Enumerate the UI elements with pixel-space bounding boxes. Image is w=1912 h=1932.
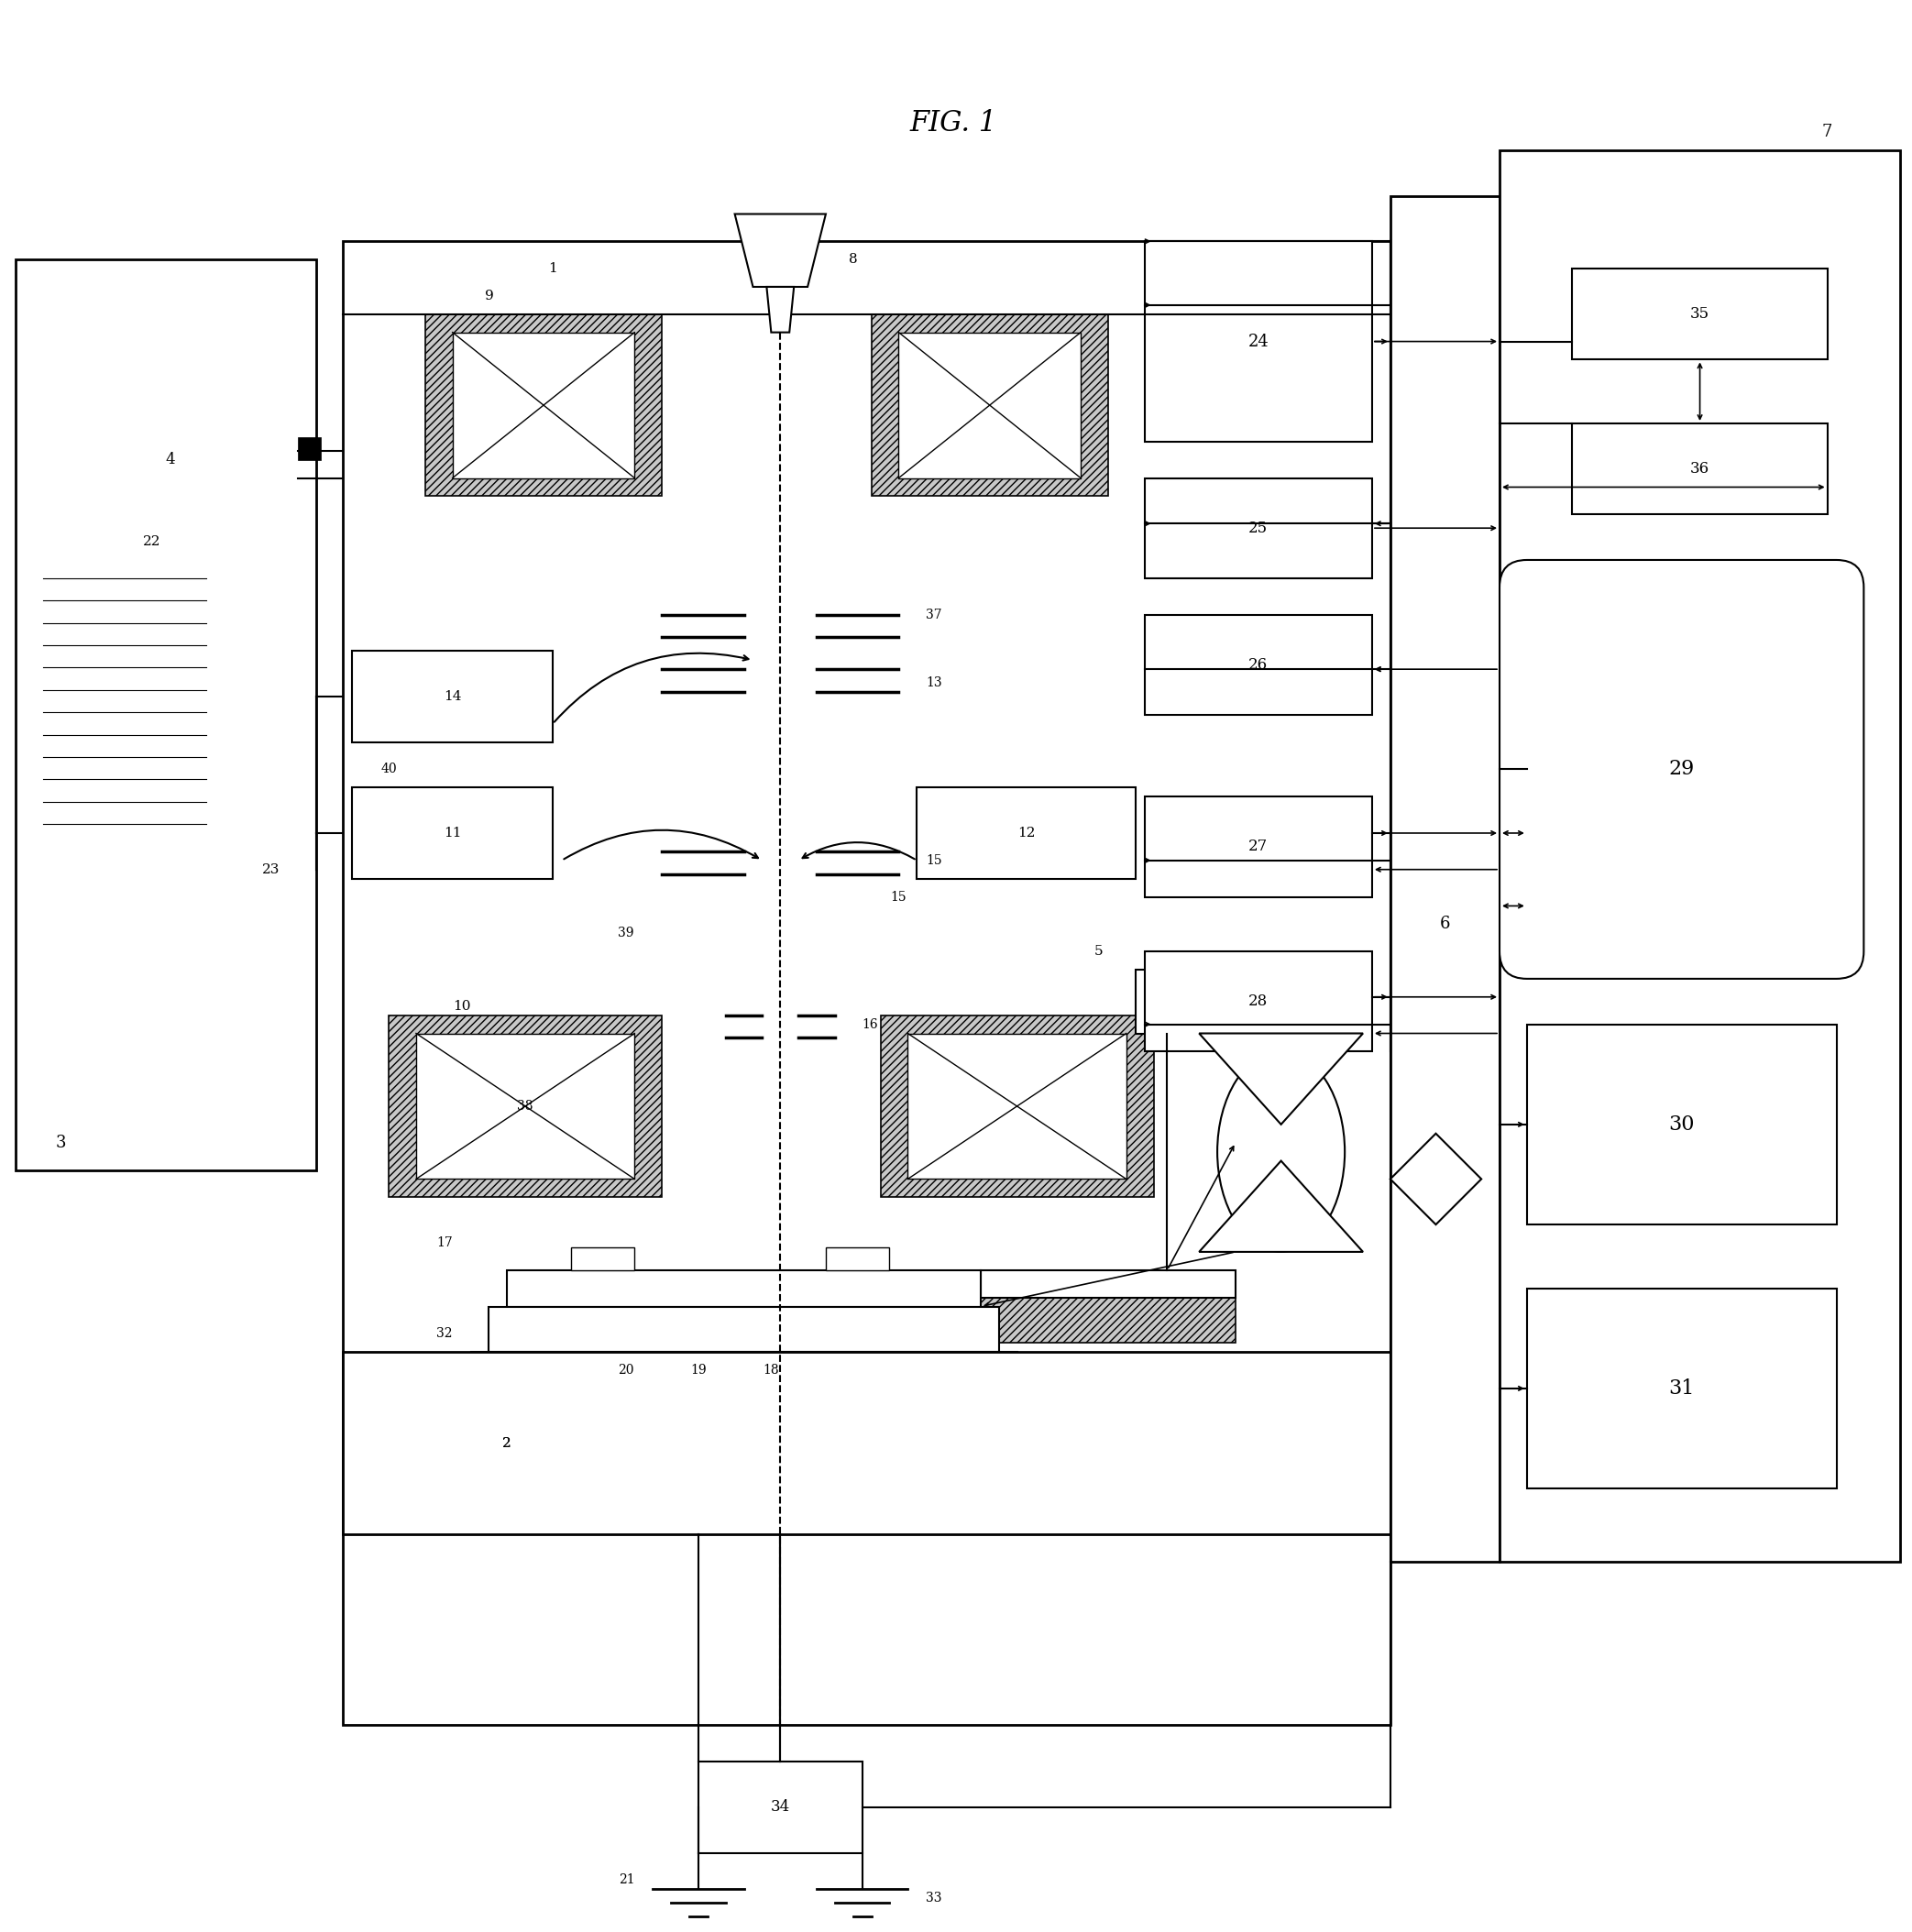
Bar	[71, 906, 289, 1051]
Bar	[1390, 195, 1499, 1561]
Text: 33: 33	[925, 1891, 943, 1905]
Bar	[1145, 614, 1373, 715]
Ellipse shape	[1218, 1051, 1344, 1252]
Text: 37: 37	[925, 609, 943, 620]
Text: 31: 31	[1669, 1378, 1694, 1399]
Bar	[981, 1298, 1235, 1343]
Bar	[899, 332, 1080, 477]
Polygon shape	[1390, 1134, 1482, 1225]
Text: 35: 35	[1690, 307, 1709, 323]
Bar	[981, 1269, 1235, 1298]
Text: 2: 2	[503, 1437, 512, 1449]
Text: 12: 12	[1017, 827, 1034, 840]
Bar	[826, 1248, 889, 1269]
Bar	[1145, 951, 1373, 1051]
Bar	[1528, 1289, 1836, 1488]
Text: 23: 23	[262, 864, 279, 875]
Bar	[424, 315, 662, 497]
Text: 1: 1	[549, 263, 556, 274]
Bar	[872, 315, 1109, 497]
Text: 27: 27	[1249, 838, 1268, 854]
Text: 5: 5	[1094, 945, 1103, 958]
Text: 18: 18	[763, 1364, 780, 1378]
Polygon shape	[1199, 1034, 1363, 1124]
Bar	[880, 1014, 1153, 1198]
Bar	[918, 788, 1136, 879]
Bar	[352, 651, 553, 742]
Bar	[507, 1269, 981, 1306]
Text: 21: 21	[618, 1874, 635, 1886]
Text: 11: 11	[444, 827, 461, 840]
Text: 17: 17	[436, 1236, 453, 1250]
Text: 34: 34	[771, 1799, 790, 1814]
Text: 16: 16	[862, 1018, 878, 1030]
FancyBboxPatch shape	[1499, 560, 1864, 980]
Text: 38: 38	[518, 1099, 533, 1113]
Text: 7: 7	[1822, 124, 1832, 141]
Bar	[15, 259, 315, 1171]
Text: 29: 29	[1669, 759, 1694, 779]
Bar	[1528, 1024, 1836, 1225]
Text: 40: 40	[380, 763, 398, 777]
Bar	[1499, 151, 1901, 1561]
Bar	[352, 788, 553, 879]
Text: 6: 6	[1440, 916, 1449, 933]
Polygon shape	[1199, 1161, 1363, 1252]
Text: 3: 3	[55, 1134, 67, 1151]
Polygon shape	[734, 214, 826, 286]
Bar	[344, 1352, 1390, 1534]
Polygon shape	[767, 286, 793, 332]
Bar	[42, 560, 206, 833]
Text: FIG. 1: FIG. 1	[910, 108, 996, 137]
Bar	[1145, 477, 1373, 578]
Text: 4: 4	[164, 452, 176, 468]
Bar	[1136, 970, 1199, 1034]
Bar	[42, 879, 315, 1078]
Bar	[344, 242, 1390, 1725]
Bar	[1572, 423, 1828, 514]
Bar	[572, 1248, 635, 1269]
Bar	[1145, 242, 1373, 442]
Bar	[489, 1306, 998, 1352]
Bar	[417, 1034, 635, 1179]
Text: 30: 30	[1669, 1115, 1694, 1134]
Text: 15: 15	[925, 854, 943, 867]
Text: 8: 8	[849, 253, 857, 267]
Text: 36: 36	[1690, 462, 1709, 477]
Text: 2: 2	[503, 1437, 512, 1449]
Text: 20: 20	[618, 1364, 633, 1378]
Bar	[453, 332, 635, 477]
Bar	[42, 560, 206, 833]
Text: 25: 25	[1249, 520, 1268, 535]
Text: 9: 9	[484, 290, 493, 301]
Bar	[388, 1014, 662, 1198]
Text: 32: 32	[436, 1327, 453, 1341]
Text: 19: 19	[690, 1364, 706, 1378]
Text: 28: 28	[1249, 993, 1268, 1009]
Bar	[1572, 269, 1828, 359]
Bar	[470, 1352, 1017, 1397]
Bar	[42, 406, 298, 514]
Text: 26: 26	[1249, 657, 1268, 672]
Bar	[298, 437, 321, 460]
Bar	[1145, 796, 1373, 896]
Text: 39: 39	[618, 927, 633, 939]
Text: 10: 10	[453, 999, 470, 1012]
Text: 24: 24	[1249, 332, 1270, 350]
Bar	[698, 1762, 862, 1853]
Bar	[908, 1034, 1126, 1179]
Text: 14: 14	[444, 690, 461, 703]
Text: 13: 13	[925, 676, 943, 690]
Text: 15: 15	[891, 891, 906, 904]
Text: 22: 22	[143, 535, 161, 549]
